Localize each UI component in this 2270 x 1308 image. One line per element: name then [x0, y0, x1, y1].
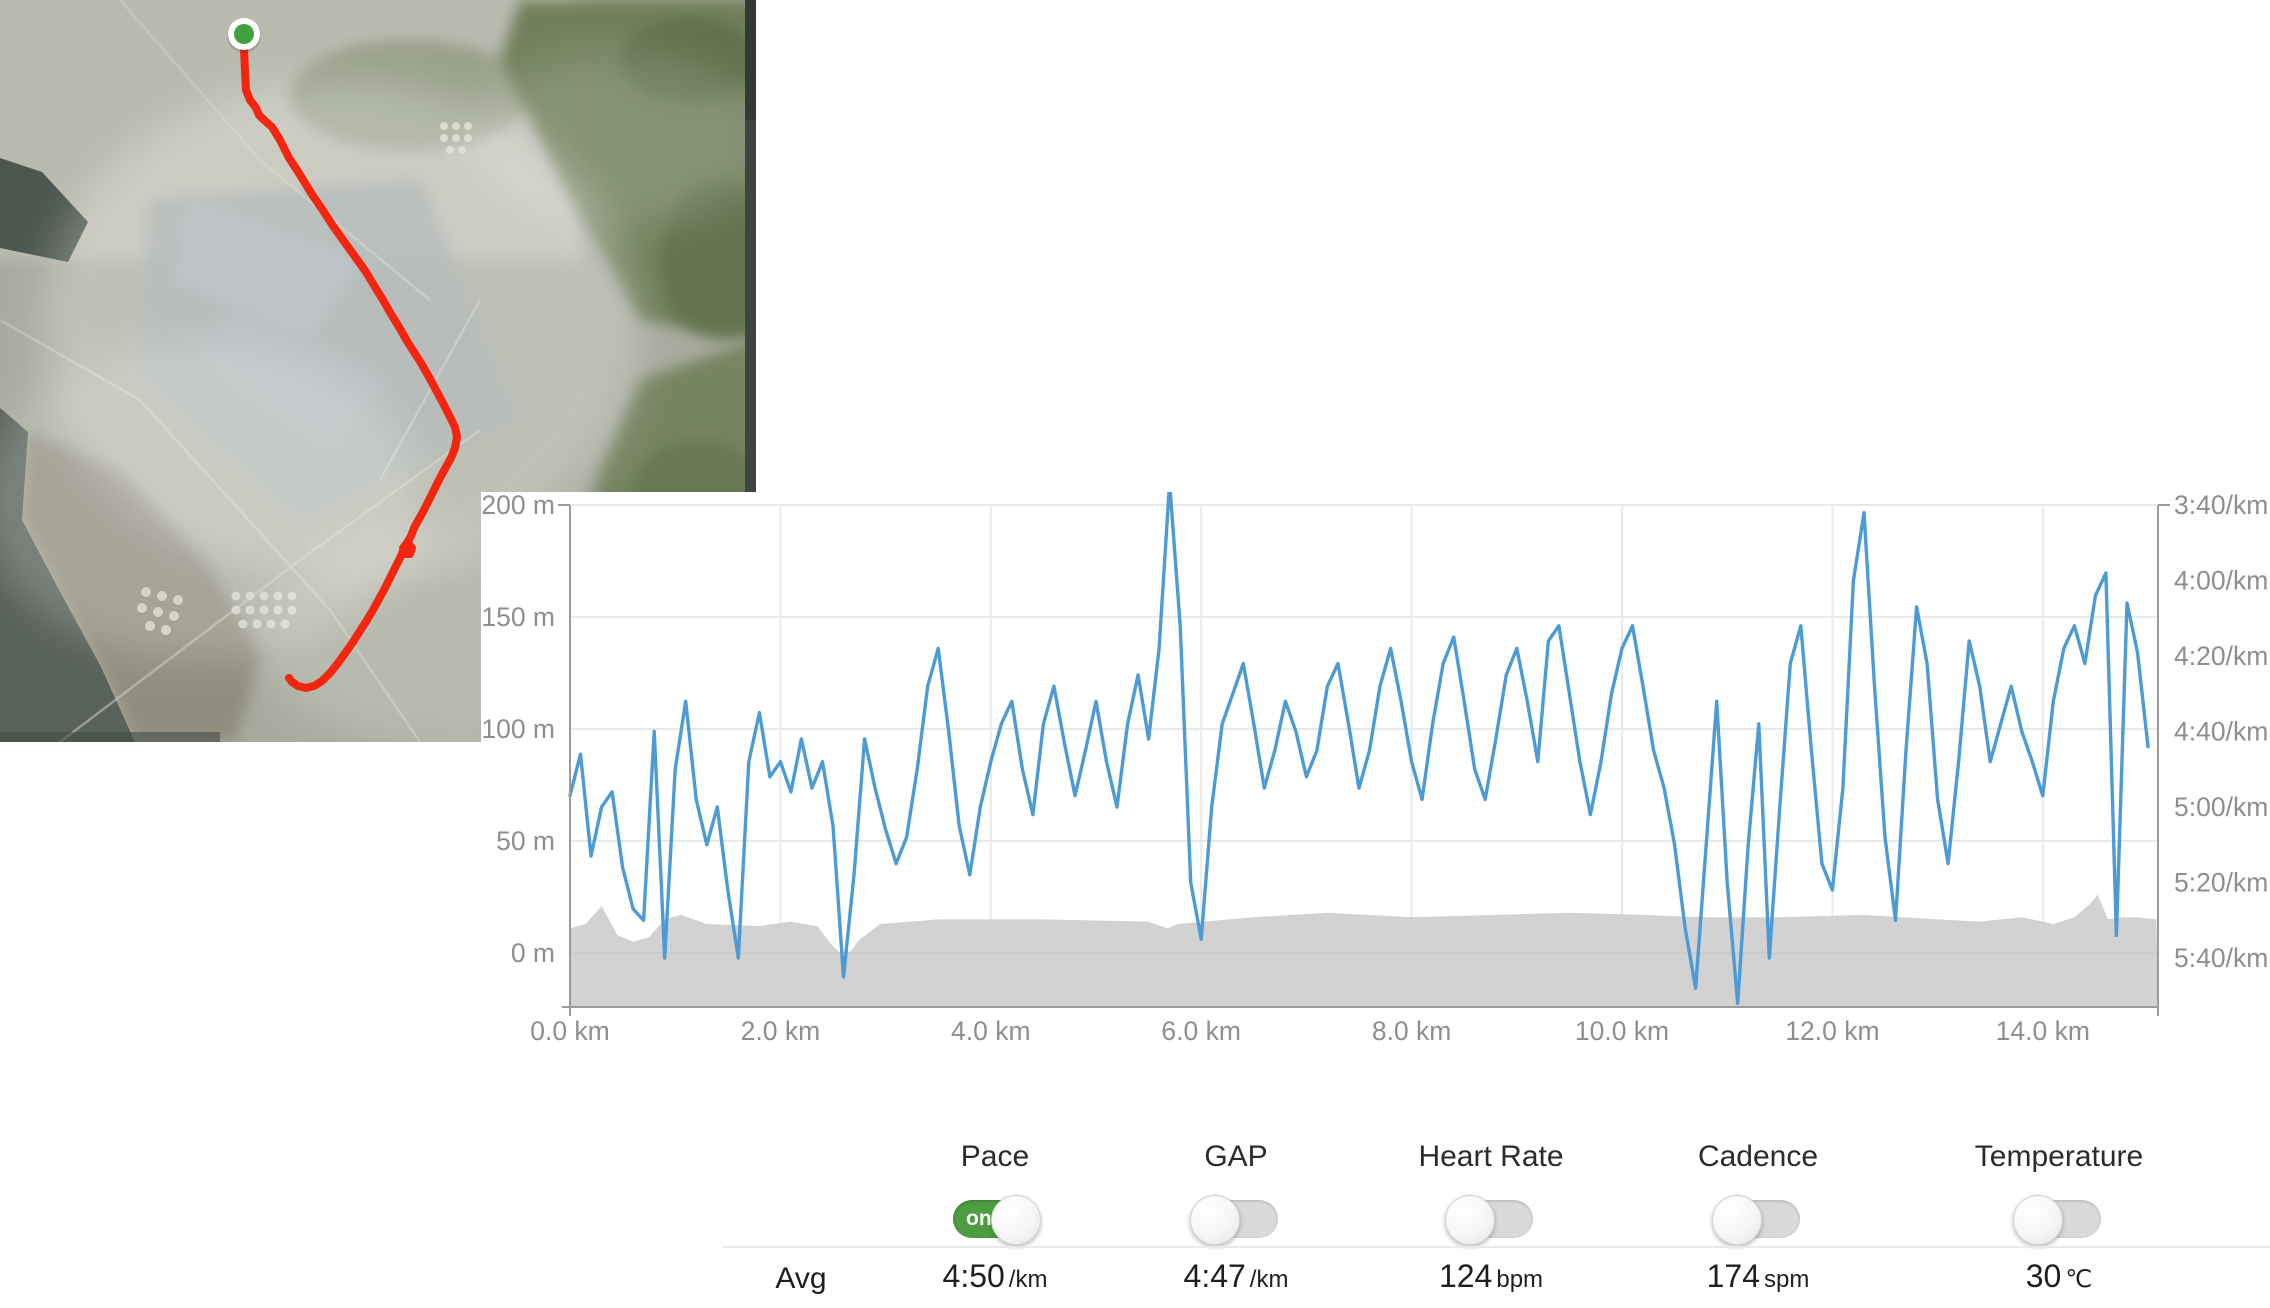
heart-rate-toggle[interactable] [1445, 1195, 1533, 1245]
svg-text:6.0 km: 6.0 km [1161, 1016, 1241, 1046]
avg-label: Avg [775, 1262, 827, 1295]
gap-label: GAP [1204, 1140, 1268, 1173]
toggle-col-temperature: Temperature [1939, 1138, 2179, 1245]
svg-text:100 m: 100 m [481, 714, 555, 744]
route-map[interactable] [0, 0, 756, 742]
svg-text:4:20/km: 4:20/km [2174, 641, 2268, 671]
toggle-col-gap: GAP [1116, 1138, 1356, 1245]
toggle-knob [1445, 1195, 1495, 1245]
svg-text:10.0 km: 10.0 km [1575, 1016, 1669, 1046]
avg-cadence: 174 spm [1706, 1258, 1810, 1294]
toggle-knob [2013, 1195, 2063, 1245]
svg-text:150 m: 150 m [481, 602, 555, 632]
svg-text:4.0 km: 4.0 km [951, 1016, 1031, 1046]
svg-text:4:00/km: 4:00/km [2174, 566, 2268, 596]
svg-text:14.0 km: 14.0 km [1996, 1016, 2090, 1046]
footer-divider [723, 1246, 2270, 1248]
heart-rate-label: Heart Rate [1418, 1140, 1564, 1173]
svg-text:3:40/km: 3:40/km [2174, 492, 2268, 520]
avg-pace: 4:50/km [942, 1258, 1048, 1294]
toggle-col-cadence: Cadence [1638, 1138, 1878, 1245]
toggle-col-pace: Pace on [875, 1138, 1115, 1245]
cadence-toggle[interactable] [1712, 1195, 1800, 1245]
pace-label: Pace [960, 1140, 1030, 1173]
toggle-col-heart-rate: Heart Rate [1371, 1138, 1611, 1245]
gap-toggle[interactable] [1190, 1195, 1278, 1245]
toggle-on-text: on [966, 1207, 992, 1230]
svg-text:0 m: 0 m [511, 938, 555, 968]
temperature-label: Temperature [1974, 1140, 2144, 1173]
svg-text:4:40/km: 4:40/km [2174, 717, 2268, 747]
toggle-knob [1190, 1195, 1240, 1245]
avg-heart-rate: 124 bpm [1438, 1258, 1544, 1294]
pace-toggle[interactable]: on [953, 1195, 1041, 1245]
avg-gap: 4:47/km [1183, 1258, 1289, 1294]
svg-text:200 m: 200 m [481, 492, 555, 520]
svg-text:5:00/km: 5:00/km [2174, 792, 2268, 822]
cadence-label: Cadence [1697, 1140, 1819, 1173]
svg-text:50 m: 50 m [496, 826, 555, 856]
route-polyline [240, 45, 461, 692]
route-map-canvas [0, 0, 756, 742]
start-marker[interactable] [227, 18, 261, 53]
elevation-pace-chart[interactable]: 200 m 150 m 100 m 50 m 0 m 3:40/km 4:00/km 4:20… [481, 492, 2270, 1072]
toggle-knob [1712, 1195, 1762, 1245]
avg-temperature: 30 ℃ [2025, 1258, 2093, 1294]
chart-canvas: 200 m 150 m 100 m 50 m 0 m 3:40/km 4:00/km 4:20… [481, 492, 2270, 1072]
svg-text:5:20/km: 5:20/km [2174, 868, 2268, 898]
svg-text:0.0 km: 0.0 km [530, 1016, 610, 1046]
svg-text:8.0 km: 8.0 km [1372, 1016, 1452, 1046]
svg-text:5:40/km: 5:40/km [2174, 943, 2268, 973]
satellite-terrain [0, 0, 756, 742]
svg-text:12.0 km: 12.0 km [1785, 1016, 1879, 1046]
temperature-toggle[interactable] [2013, 1195, 2101, 1245]
toggle-knob [991, 1195, 1041, 1245]
svg-text:2.0 km: 2.0 km [741, 1016, 821, 1046]
